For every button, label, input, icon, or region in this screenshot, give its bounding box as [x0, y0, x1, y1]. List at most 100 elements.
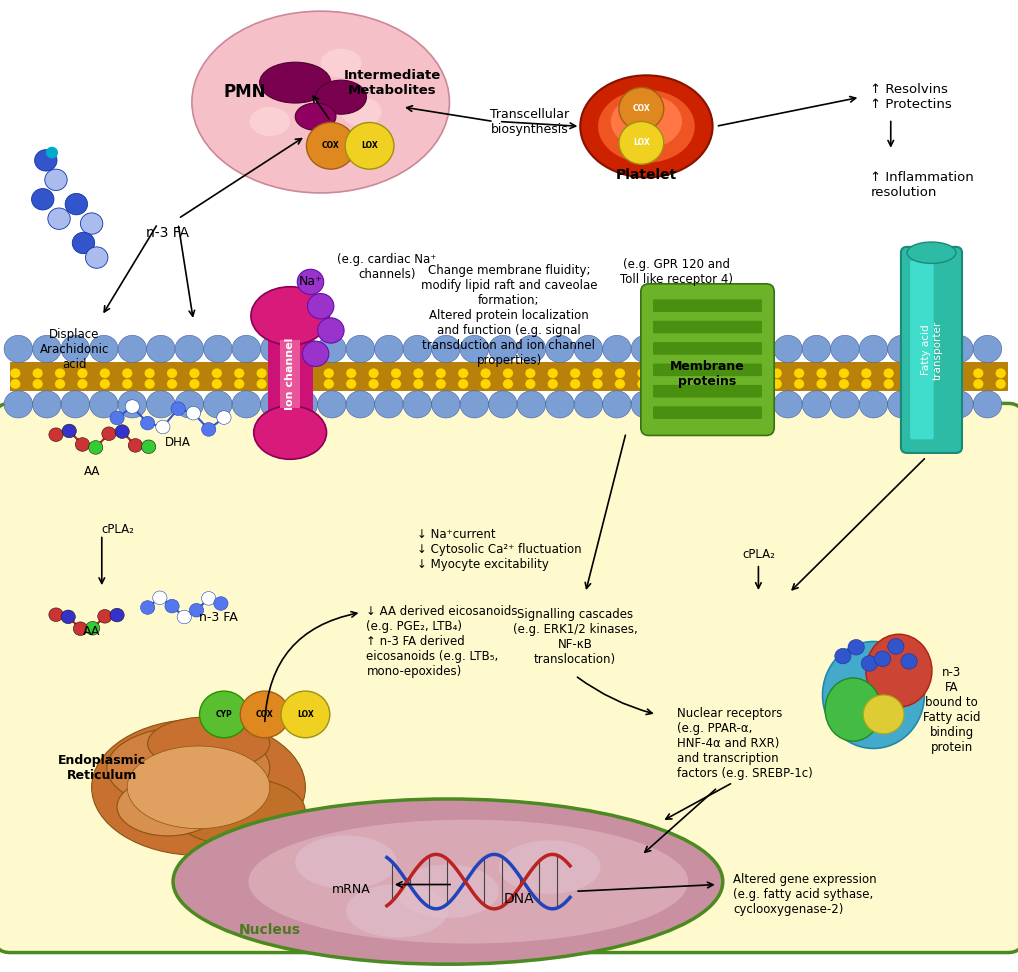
Circle shape: [745, 391, 774, 418]
Circle shape: [33, 335, 61, 363]
Circle shape: [140, 416, 155, 430]
Text: ↑ Resolvins
↑ Protectins: ↑ Resolvins ↑ Protectins: [870, 84, 952, 111]
Circle shape: [548, 379, 558, 389]
Circle shape: [345, 122, 394, 169]
Text: Nucleus: Nucleus: [239, 923, 300, 937]
Ellipse shape: [250, 287, 329, 345]
Text: n-3 FA: n-3 FA: [147, 226, 189, 240]
Circle shape: [570, 368, 580, 378]
Circle shape: [772, 368, 782, 378]
Circle shape: [324, 368, 334, 378]
Circle shape: [45, 169, 67, 191]
Circle shape: [147, 335, 175, 363]
Text: Signalling cascades
(e.g. ERK1/2 kinases,
NF-κB
translocation): Signalling cascades (e.g. ERK1/2 kinases…: [513, 608, 637, 666]
Circle shape: [90, 335, 118, 363]
Circle shape: [727, 379, 737, 389]
Ellipse shape: [499, 840, 601, 894]
Circle shape: [202, 592, 216, 606]
Circle shape: [831, 391, 859, 418]
Circle shape: [189, 379, 200, 389]
Circle shape: [503, 368, 513, 378]
Circle shape: [72, 232, 95, 254]
Circle shape: [413, 368, 423, 378]
Text: cPLA₂: cPLA₂: [102, 523, 134, 537]
Circle shape: [603, 335, 631, 363]
Circle shape: [859, 391, 888, 418]
Circle shape: [839, 368, 849, 378]
Circle shape: [615, 379, 625, 389]
Circle shape: [186, 406, 201, 420]
Circle shape: [861, 656, 878, 672]
Circle shape: [480, 368, 491, 378]
Text: AA: AA: [83, 465, 100, 478]
Circle shape: [749, 379, 759, 389]
Circle shape: [631, 335, 660, 363]
Circle shape: [432, 391, 460, 418]
Text: AA: AA: [82, 625, 101, 639]
Circle shape: [574, 335, 603, 363]
Circle shape: [717, 391, 745, 418]
Circle shape: [660, 379, 670, 389]
Ellipse shape: [863, 695, 904, 734]
Circle shape: [77, 379, 88, 389]
Ellipse shape: [346, 885, 448, 937]
FancyBboxPatch shape: [640, 284, 774, 435]
Circle shape: [951, 379, 961, 389]
Circle shape: [232, 391, 261, 418]
Circle shape: [318, 391, 346, 418]
Circle shape: [458, 379, 468, 389]
Circle shape: [861, 379, 871, 389]
Circle shape: [289, 391, 318, 418]
Circle shape: [346, 335, 375, 363]
Circle shape: [489, 335, 517, 363]
Circle shape: [603, 391, 631, 418]
Circle shape: [4, 391, 33, 418]
Text: n-3 FA: n-3 FA: [200, 610, 238, 624]
Ellipse shape: [191, 11, 450, 192]
Circle shape: [717, 335, 745, 363]
Circle shape: [122, 379, 132, 389]
Circle shape: [175, 391, 204, 418]
Circle shape: [147, 391, 175, 418]
Circle shape: [232, 335, 261, 363]
Circle shape: [49, 428, 63, 441]
Text: CYP: CYP: [216, 710, 232, 719]
Ellipse shape: [148, 717, 270, 770]
Circle shape: [200, 691, 248, 738]
FancyBboxPatch shape: [653, 406, 761, 419]
Ellipse shape: [599, 89, 694, 163]
Circle shape: [153, 591, 167, 605]
Circle shape: [704, 379, 715, 389]
Text: Endoplasmic
Reticulum: Endoplasmic Reticulum: [58, 754, 146, 781]
Circle shape: [916, 335, 945, 363]
Circle shape: [727, 368, 737, 378]
Circle shape: [324, 379, 334, 389]
Circle shape: [306, 122, 355, 169]
Text: Displace
Arachidonic
acid: Displace Arachidonic acid: [40, 329, 109, 371]
Circle shape: [973, 379, 983, 389]
Text: LOX: LOX: [633, 138, 649, 148]
Circle shape: [142, 440, 156, 454]
Circle shape: [281, 691, 330, 738]
Circle shape: [257, 379, 267, 389]
Circle shape: [49, 608, 63, 621]
Circle shape: [177, 610, 191, 624]
Circle shape: [619, 87, 664, 130]
Circle shape: [525, 368, 535, 378]
Circle shape: [165, 600, 179, 613]
Circle shape: [75, 437, 90, 451]
Circle shape: [122, 368, 132, 378]
Text: LOX: LOX: [361, 141, 378, 151]
Circle shape: [592, 368, 603, 378]
Circle shape: [951, 368, 961, 378]
Circle shape: [973, 391, 1002, 418]
Circle shape: [102, 427, 116, 440]
Circle shape: [65, 193, 88, 215]
Circle shape: [403, 335, 432, 363]
Circle shape: [55, 379, 65, 389]
Circle shape: [517, 335, 546, 363]
Circle shape: [48, 208, 70, 229]
Circle shape: [346, 379, 356, 389]
Text: Intermediate
Metabolites: Intermediate Metabolites: [343, 69, 441, 96]
Circle shape: [480, 379, 491, 389]
